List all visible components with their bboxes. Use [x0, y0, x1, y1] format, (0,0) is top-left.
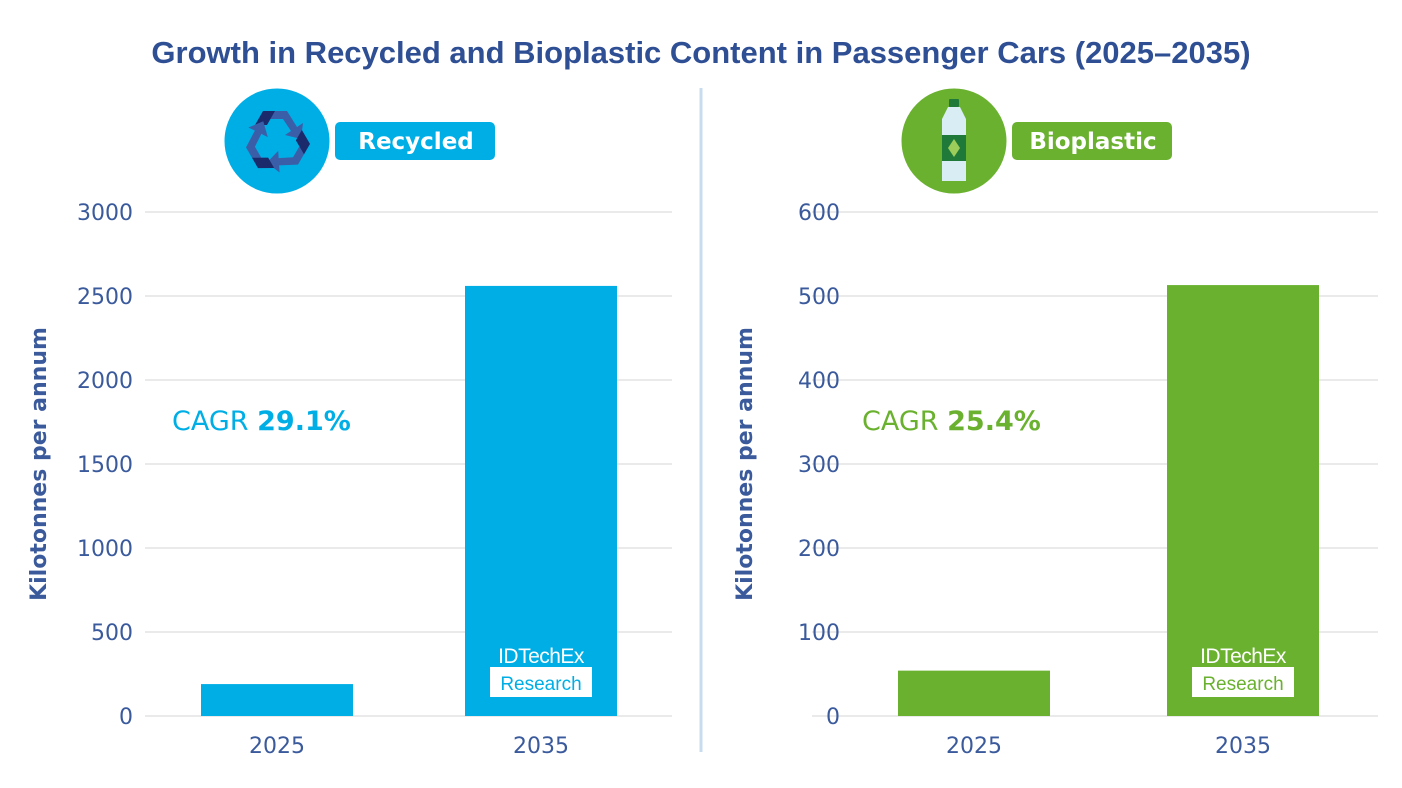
watermark-line1: IDTechEx: [1200, 645, 1287, 668]
category-badge-label: Bioplastic: [1029, 129, 1156, 155]
idtechex-watermark: IDTechEx Research: [490, 645, 592, 697]
watermark-line2: Research: [1202, 674, 1283, 695]
watermark-line1: IDTechEx: [498, 645, 585, 668]
cagr-value: 25.4%: [947, 406, 1041, 437]
y-tick-label: 600: [798, 201, 840, 226]
bar-2035: [465, 285, 617, 716]
cagr-prefix: CAGR: [862, 406, 947, 437]
watermark-line2: Research: [500, 674, 581, 695]
y-tick-label: 3000: [77, 201, 133, 226]
y-tick-label: 1000: [77, 537, 133, 562]
y-tick-label: 2000: [77, 369, 133, 394]
recycle-arrow-tail: [295, 129, 310, 155]
watermark-box: [490, 667, 592, 697]
icon-circle: [221, 85, 333, 197]
cagr-prefix: CAGR: [172, 406, 257, 437]
y-tick-label: 500: [91, 621, 133, 646]
cagr-annotation: CAGR 25.4%: [862, 406, 1041, 437]
y-tick-label: 500: [798, 285, 840, 310]
y-axis-label: Kilotonnes per annum: [27, 327, 52, 601]
recycle-arrow-body: [266, 143, 310, 173]
idtechex-watermark: IDTechEx Research: [1192, 645, 1294, 697]
y-tick-label: 200: [798, 537, 840, 562]
category-badge: [1012, 122, 1172, 160]
y-tick-label: 400: [798, 369, 840, 394]
watermark-box: [1192, 667, 1294, 697]
recycle-arrow: [246, 121, 275, 169]
x-tick-label: 2035: [513, 734, 569, 759]
x-tick-label: 2025: [946, 734, 1002, 759]
bar-2025: [201, 684, 353, 716]
leaf-icon: [948, 139, 960, 157]
y-tick-label: 300: [798, 453, 840, 478]
y-axis-label: Kilotonnes per annum: [733, 327, 758, 601]
y-tick-label: 1500: [77, 453, 133, 478]
y-tick-label: 100: [798, 621, 840, 646]
x-tick-label: 2035: [1215, 734, 1271, 759]
chart-panel-recycled: 0 500 1000 1500 2000 2500 3000 Kilotonnes per a…: [27, 85, 672, 759]
x-tick-label: 2025: [249, 734, 305, 759]
bar-2035: [1167, 285, 1319, 716]
chart-panel-bioplastic: 0 100 200 300 400 500 600 Kilotonnes per annum 2…: [733, 85, 1378, 759]
recycle-arrow: [266, 129, 310, 173]
recycle-icon: [246, 111, 310, 173]
y-tick-label: 0: [826, 705, 840, 730]
bar-2025: [898, 670, 1050, 716]
cagr-annotation: CAGR 29.1%: [172, 406, 351, 437]
cagr-value: 29.1%: [257, 406, 351, 437]
recycle-arrow: [255, 111, 303, 139]
y-tick-label: 2500: [77, 285, 133, 310]
category-badge: [335, 122, 495, 160]
chart-title: Growth in Recycled and Bioplastic Conten…: [151, 35, 1250, 70]
y-tick-label: 0: [119, 705, 133, 730]
recycle-arrow-body: [263, 111, 303, 139]
recycle-arrow-tail: [255, 111, 275, 125]
bottle-cap: [949, 99, 959, 107]
category-badge-label: Recycled: [358, 129, 474, 155]
recycle-arrow-tail: [252, 157, 275, 169]
recycle-arrow-body: [246, 121, 268, 169]
bottle-icon: [942, 99, 966, 181]
